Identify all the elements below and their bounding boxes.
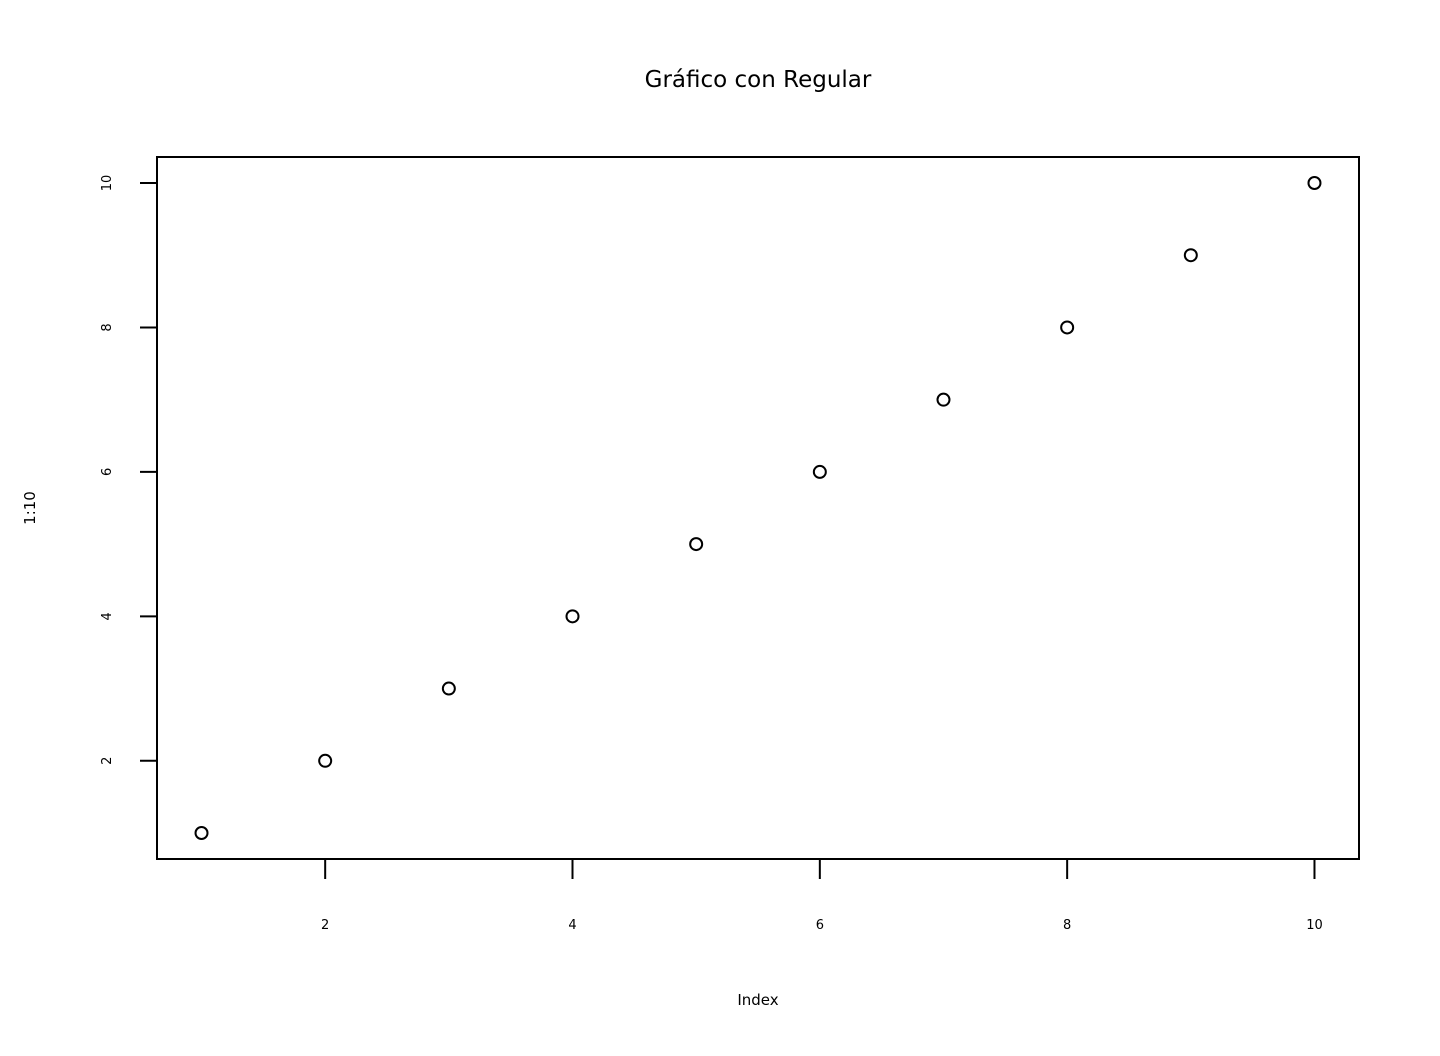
y-axis-title: 1:10 xyxy=(21,491,39,525)
data-point xyxy=(194,826,209,840)
data-point xyxy=(1307,176,1322,190)
data-point xyxy=(812,464,827,479)
plot-frame xyxy=(156,156,1360,860)
x-tick-label: 6 xyxy=(816,918,824,933)
data-point xyxy=(1183,248,1198,263)
data-point xyxy=(565,609,580,624)
x-tick-label: 2 xyxy=(321,918,329,933)
y-tick-label: 6 xyxy=(100,468,115,476)
y-tick-label: 4 xyxy=(100,612,115,620)
x-tick-label: 8 xyxy=(1063,918,1071,933)
data-points xyxy=(194,176,1322,840)
data-point xyxy=(441,681,456,696)
y-tick-label: 2 xyxy=(100,757,115,765)
data-point xyxy=(318,753,333,768)
x-axis: 2 4 6 8 10 xyxy=(321,859,1323,933)
y-tick-label: 10 xyxy=(100,175,115,192)
x-tick-label: 10 xyxy=(1306,918,1323,933)
data-point xyxy=(1060,320,1075,335)
x-tick-label: 4 xyxy=(568,918,576,933)
y-tick-label: 8 xyxy=(100,323,115,331)
data-point xyxy=(936,392,951,407)
y-axis: 2 4 6 8 10 xyxy=(100,175,157,765)
data-point xyxy=(689,537,704,552)
chart-title: Gráfico con Regular xyxy=(645,67,872,93)
x-axis-title: Index xyxy=(737,991,778,1009)
